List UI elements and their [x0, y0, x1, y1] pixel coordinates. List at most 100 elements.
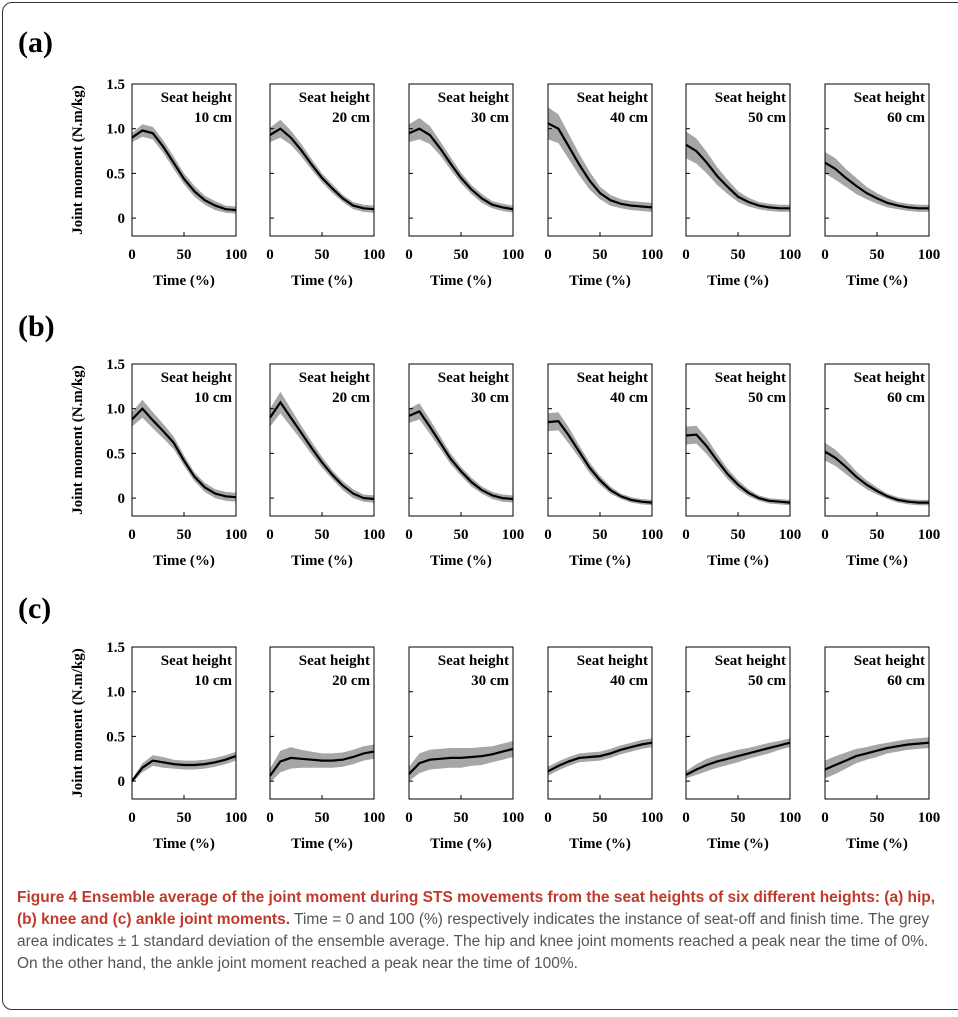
x-tick-label: 100: [918, 247, 941, 263]
x-axis-label: Time (%): [430, 553, 492, 569]
x-tick-label: 0: [405, 527, 413, 543]
sd-band: [409, 403, 513, 503]
x-tick-label: 100: [779, 527, 802, 543]
sd-band: [409, 740, 513, 782]
y-tick-label: 0.5: [106, 446, 125, 462]
x-tick-label: 0: [128, 527, 136, 543]
x-tick-label: 0: [544, 527, 552, 543]
x-tick-label: 0: [821, 810, 829, 826]
y-tick-label: 1.0: [106, 402, 125, 418]
mean-line: [685, 143, 790, 210]
x-tick-label: 100: [641, 810, 664, 826]
x-tick-label: 0: [405, 247, 413, 263]
y-tick-label: 0: [118, 774, 126, 790]
series-name: Seat height: [577, 90, 648, 106]
x-tick-label: 100: [225, 247, 248, 263]
x-tick-label: 0: [544, 810, 552, 826]
series-name: 10 cm: [194, 673, 232, 689]
plot-frame: [824, 83, 930, 237]
mean-line: [131, 407, 237, 499]
x-tick-label: 0: [821, 247, 829, 263]
x-tick-label: 100: [363, 810, 386, 826]
series-name: 20 cm: [332, 673, 370, 689]
x-tick-label: 100: [225, 527, 248, 543]
sd-band: [132, 751, 236, 783]
sd-band: [686, 425, 790, 506]
x-tick-label: 50: [731, 810, 746, 826]
series-name: Seat height: [161, 370, 232, 386]
series-name: 30 cm: [471, 673, 509, 689]
x-axis-label: Time (%): [430, 836, 492, 852]
series-name: Seat height: [715, 653, 786, 669]
x-tick-label: 50: [593, 247, 608, 263]
x-tick-label: 0: [405, 810, 413, 826]
series-name: 10 cm: [194, 390, 232, 406]
y-tick-label: 0: [118, 491, 126, 507]
sd-band: [548, 107, 652, 212]
mean-line: [131, 755, 237, 782]
x-tick-label: 100: [363, 527, 386, 543]
y-tick-label: 0.5: [106, 166, 125, 182]
x-tick-label: 50: [593, 527, 608, 543]
y-tick-label: 0.5: [106, 729, 125, 745]
plot-frame: [269, 83, 375, 237]
series-name: 20 cm: [332, 390, 370, 406]
mean-line: [824, 450, 929, 504]
x-tick-label: 100: [918, 527, 941, 543]
series-name: Seat height: [854, 653, 925, 669]
x-tick-label: 0: [128, 810, 136, 826]
x-axis-label: Time (%): [291, 273, 353, 289]
series-name: 40 cm: [610, 673, 648, 689]
y-axis-label: Joint moment (N.m/kg): [70, 365, 86, 515]
series-name: 60 cm: [887, 110, 925, 126]
sd-band: [825, 152, 929, 212]
x-axis-label: Time (%): [291, 553, 353, 569]
x-axis-label: Time (%): [707, 836, 769, 852]
series-name: Seat height: [299, 370, 370, 386]
y-tick-label: 0: [118, 211, 126, 227]
x-tick-label: 50: [454, 810, 469, 826]
x-tick-label: 0: [544, 247, 552, 263]
x-tick-label: 100: [641, 527, 664, 543]
sd-band: [686, 131, 790, 212]
x-tick-label: 100: [918, 810, 941, 826]
x-tick-label: 50: [454, 247, 469, 263]
plot-frame: [408, 83, 514, 237]
figure-4-charts: (a) Joint moment (N.m/kg) 0 0.5 1.0 1.5 0 50 100…: [18, 26, 941, 852]
x-tick-label: 50: [177, 247, 192, 263]
series-name: 40 cm: [610, 390, 648, 406]
x-tick-label: 100: [502, 247, 525, 263]
x-axis-label: Time (%): [153, 553, 215, 569]
mean-line: [131, 129, 237, 212]
series-name: 10 cm: [194, 110, 232, 126]
series-name: 50 cm: [748, 110, 786, 126]
series-name: Seat height: [715, 370, 786, 386]
caption-body: Time = 0 and 100 (%) respectively indica…: [17, 911, 930, 972]
sd-band: [548, 412, 652, 506]
x-tick-label: 0: [682, 527, 690, 543]
mean-line: [408, 410, 514, 501]
panel-label: (c): [18, 592, 51, 625]
x-axis-label: Time (%): [569, 836, 631, 852]
plot-frame: [131, 646, 237, 800]
x-tick-label: 0: [266, 247, 274, 263]
mean-line: [408, 127, 514, 211]
x-tick-label: 50: [593, 810, 608, 826]
series-name: Seat height: [438, 90, 509, 106]
x-tick-label: 50: [870, 247, 885, 263]
series-name: 60 cm: [887, 673, 925, 689]
x-axis-label: Time (%): [846, 553, 908, 569]
x-tick-label: 50: [315, 527, 330, 543]
series-name: 30 cm: [471, 390, 509, 406]
x-axis-label: Time (%): [846, 273, 908, 289]
x-tick-label: 50: [870, 527, 885, 543]
mean-line: [824, 741, 930, 771]
sd-band: [825, 737, 929, 779]
x-tick-label: 50: [454, 527, 469, 543]
x-axis-label: Time (%): [153, 836, 215, 852]
x-tick-label: 0: [266, 527, 274, 543]
y-tick-label: 1.5: [106, 357, 125, 373]
mean-line: [269, 400, 375, 501]
mean-line: [547, 420, 653, 504]
